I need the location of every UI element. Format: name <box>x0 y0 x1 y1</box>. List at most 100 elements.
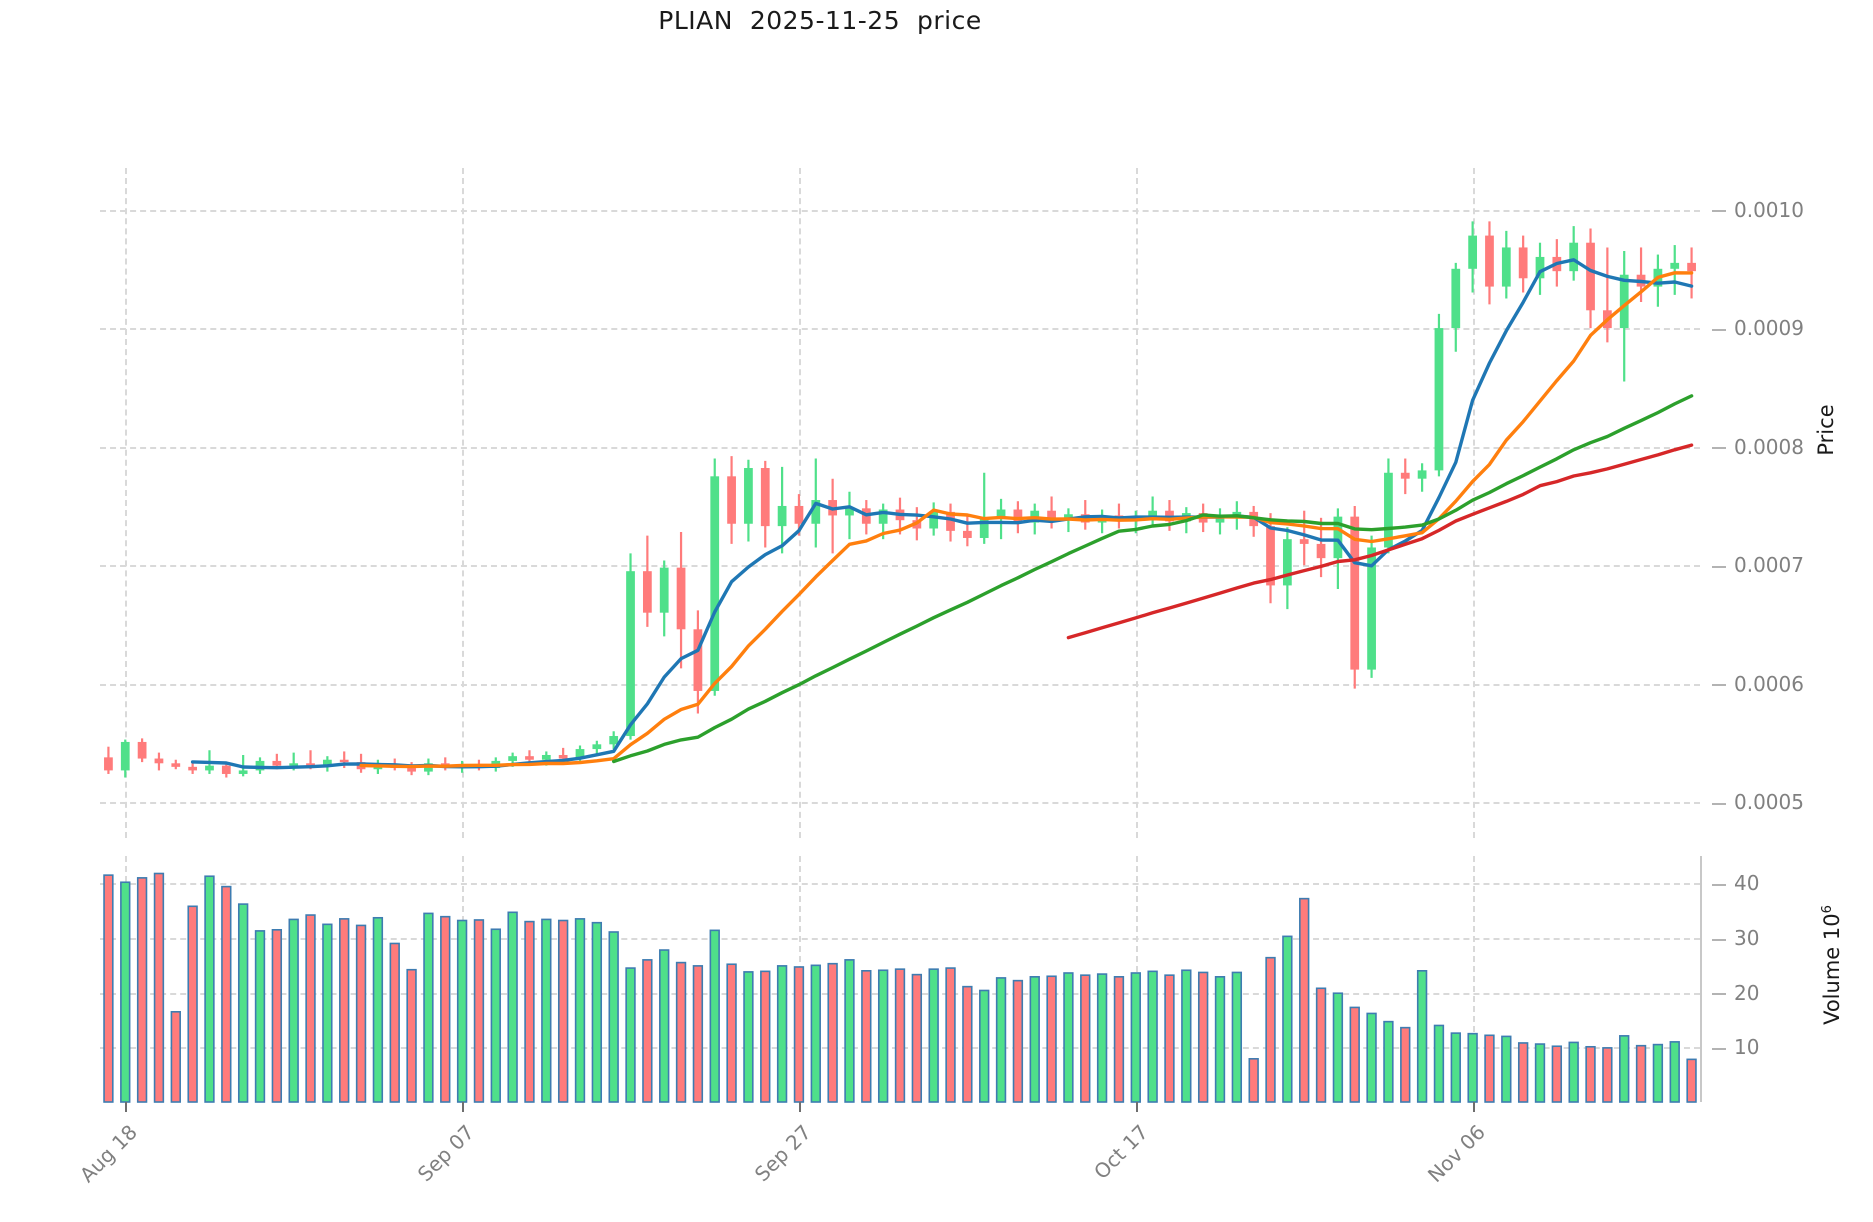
chart-title: PLIAN 2025-11-25 price <box>658 6 982 35</box>
x-tick-mark <box>1135 1102 1138 1112</box>
volume-bar <box>1282 935 1293 1103</box>
candlestick <box>137 738 147 763</box>
tick-mark <box>1712 938 1726 941</box>
tick-text: 40 <box>1734 871 1760 896</box>
volume-bar <box>1164 974 1175 1103</box>
moving-average-line <box>1066 443 1694 640</box>
volume-bar <box>743 971 754 1103</box>
volume-tick-label: 20 <box>1712 981 1759 1005</box>
volume-bar <box>254 930 266 1103</box>
candlestick <box>760 460 770 548</box>
x-tick-mark <box>1472 1102 1475 1112</box>
candlestick <box>1535 242 1545 295</box>
gridline-horizontal <box>100 683 1700 686</box>
volume-bar <box>1652 1043 1664 1103</box>
tick-mark <box>1712 684 1726 687</box>
x-tick-mark <box>462 1102 465 1112</box>
volume-bar <box>1383 1020 1394 1103</box>
volume-bar <box>760 970 771 1103</box>
volume-bar <box>1568 1041 1579 1103</box>
candlestick <box>440 757 450 771</box>
price-panel <box>100 168 1700 838</box>
volume-bar <box>271 929 283 1103</box>
volume-bar <box>120 881 131 1103</box>
candlestick <box>744 459 753 542</box>
gridline-horizontal <box>100 209 1700 212</box>
volume-bar <box>928 968 939 1103</box>
volume-bar <box>709 929 720 1103</box>
volume-bar <box>1366 1012 1377 1103</box>
volume-bar <box>440 915 451 1103</box>
volume-bar <box>406 968 417 1103</box>
candlestick <box>962 515 972 547</box>
volume-bar <box>608 931 619 1103</box>
volume-bar <box>524 920 535 1103</box>
volume-bar <box>861 970 872 1103</box>
volume-bar <box>507 911 518 1103</box>
volume-bar <box>1332 992 1344 1103</box>
candlestick <box>1400 458 1410 495</box>
volume-bar <box>979 989 990 1103</box>
candlestick <box>1148 496 1158 528</box>
candlestick <box>407 762 416 776</box>
candlestick <box>626 553 635 740</box>
volume-bar <box>288 918 299 1103</box>
gridline-vertical <box>1135 168 1138 838</box>
volume-bar <box>1130 972 1141 1103</box>
volume-bar <box>844 959 855 1103</box>
gridline-vertical <box>1472 856 1475 1102</box>
tick-mark <box>1712 1047 1726 1050</box>
tick-mark <box>1712 328 1726 331</box>
candlestick <box>659 560 669 637</box>
gridline-vertical <box>462 168 465 838</box>
volume-bar <box>574 918 586 1103</box>
volume-bar <box>1012 979 1024 1103</box>
candlestick <box>727 456 736 544</box>
tick-mark <box>1712 210 1726 212</box>
volume-axis-label: Volume 106 <box>1820 905 1844 1025</box>
volume-tick-label: 30 <box>1712 926 1759 950</box>
volume-bar <box>810 964 821 1103</box>
price-tick-label: 0.0008 <box>1712 435 1804 459</box>
candlestick <box>1282 527 1292 610</box>
volume-axis-text: Volume <box>1820 946 1844 1025</box>
tick-text: 0.0008 <box>1734 434 1804 459</box>
tick-text: 0.0010 <box>1734 197 1804 222</box>
candlestick <box>1518 235 1528 293</box>
volume-bar <box>726 963 737 1103</box>
candlestick <box>1485 221 1494 305</box>
volume-bar <box>1029 976 1040 1103</box>
gridline-horizontal <box>100 328 1700 331</box>
volume-bar <box>1063 972 1074 1103</box>
tick-text: 0.0006 <box>1734 671 1804 696</box>
volume-bar <box>1467 1032 1478 1103</box>
price-tick-label: 0.0006 <box>1712 672 1804 696</box>
tick-text: 30 <box>1734 926 1760 950</box>
volume-bar <box>1080 974 1091 1103</box>
tick-mark <box>1712 447 1726 450</box>
volume-panel <box>100 856 1700 1103</box>
x-tick-mark <box>125 1102 128 1112</box>
volume-bar <box>642 959 653 1103</box>
volume-bar <box>1248 1058 1259 1103</box>
candlestick <box>322 756 332 772</box>
price-candles <box>104 221 1696 778</box>
volume-bar <box>1669 1041 1680 1103</box>
volume-bar <box>995 977 1007 1103</box>
candlestick <box>1468 221 1478 293</box>
tick-mark <box>1712 883 1726 886</box>
price-tick-label: 0.0009 <box>1712 316 1804 340</box>
candlestick <box>1619 251 1629 382</box>
candlestick <box>154 752 164 771</box>
candlestick <box>1249 505 1259 537</box>
volume-bar <box>1214 976 1226 1103</box>
volume-bar <box>456 919 468 1103</box>
candlestick <box>979 472 989 544</box>
gridline-vertical <box>1472 168 1475 838</box>
volume-bar <box>339 918 350 1103</box>
candlestick <box>1501 230 1511 299</box>
candlestick <box>255 757 265 774</box>
volume-bar <box>170 1011 181 1103</box>
volume-bar <box>1147 970 1158 1103</box>
